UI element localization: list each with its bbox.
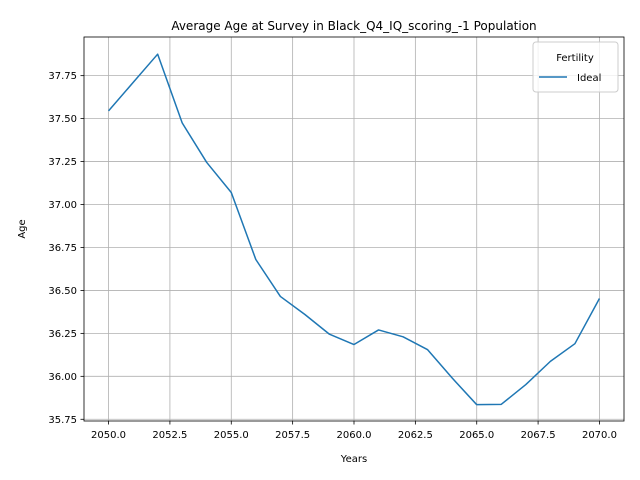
- legend-label-ideal: Ideal: [577, 73, 601, 84]
- y-tick-label: 37.25: [48, 157, 77, 168]
- grid: [84, 37, 624, 421]
- x-tick-label: 2055.0: [214, 430, 249, 441]
- y-tick-label: 35.75: [48, 415, 77, 426]
- x-tick-label: 2070.0: [582, 430, 617, 441]
- x-tick-label: 2050.0: [91, 430, 126, 441]
- x-tick-label: 2065.0: [459, 430, 494, 441]
- x-tick-label: 2052.5: [152, 430, 187, 441]
- y-tick-label: 36.00: [48, 372, 77, 383]
- y-axis-label: Age: [17, 219, 28, 238]
- y-tick-label: 37.50: [48, 114, 77, 125]
- series-line-ideal: [107, 53, 601, 406]
- legend: Fertility Ideal: [532, 41, 619, 93]
- series-group: [107, 53, 601, 406]
- legend-box: [532, 41, 619, 93]
- legend-title: Fertility: [556, 53, 594, 64]
- y-axis: 35.75 36.00 36.25 36.50 36.75 37.00 37.25 37.50…: [48, 71, 84, 426]
- y-tick-label: 36.25: [48, 329, 77, 340]
- y-tick-label: 37.00: [48, 200, 77, 211]
- y-tick-label: 37.75: [48, 71, 77, 82]
- x-axis-label: Years: [340, 454, 367, 465]
- x-tick-label: 2060.0: [337, 430, 372, 441]
- x-tick-label: 2062.5: [398, 430, 433, 441]
- x-axis: 2050.0 2052.5 2055.0 2057.5 2060.0 2062.5 2065…: [91, 421, 617, 441]
- x-tick-label: 2067.5: [521, 430, 556, 441]
- y-tick-label: 36.75: [48, 243, 77, 254]
- x-tick-label: 2057.5: [275, 430, 310, 441]
- y-tick-label: 36.50: [48, 286, 77, 297]
- chart-title: Average Age at Survey in Black_Q4_IQ_sco…: [171, 19, 536, 33]
